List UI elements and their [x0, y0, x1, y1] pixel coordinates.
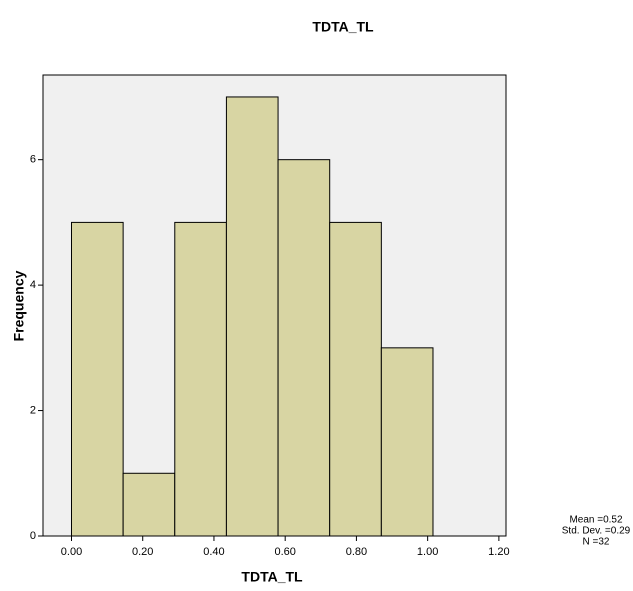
- y-tick-label: 4: [30, 279, 36, 291]
- x-axis-label: TDTA_TL: [241, 569, 303, 585]
- bar: [330, 222, 382, 536]
- x-tick-label: 1.00: [417, 546, 438, 558]
- bar: [71, 222, 123, 536]
- x-tick-label: 0.80: [346, 546, 367, 558]
- stats-label: N =32: [583, 537, 610, 548]
- bar: [175, 222, 227, 536]
- stats-label: Mean =0.52: [569, 515, 623, 526]
- chart-title: TDTA_TL: [312, 19, 374, 35]
- x-tick-label: 0.40: [203, 546, 224, 558]
- x-tick-label: 1.20: [488, 546, 509, 558]
- bar: [278, 160, 330, 536]
- stats-label: Std. Dev. =0.29: [562, 526, 631, 537]
- y-tick-label: 2: [30, 404, 36, 416]
- y-tick-label: 6: [30, 154, 36, 166]
- y-axis-label: Frequency: [11, 270, 27, 341]
- bar: [123, 473, 175, 536]
- bar: [381, 348, 433, 536]
- x-tick-label: 0.20: [132, 546, 153, 558]
- x-tick-label: 0.60: [274, 546, 295, 558]
- bar: [226, 97, 278, 536]
- x-tick-label: 0.00: [61, 546, 82, 558]
- chart: TDTA_TL TDTA_TL Frequency 0 2 4 6 0.00 0.20 0.…: [0, 0, 633, 591]
- y-tick-label: 0: [30, 530, 36, 542]
